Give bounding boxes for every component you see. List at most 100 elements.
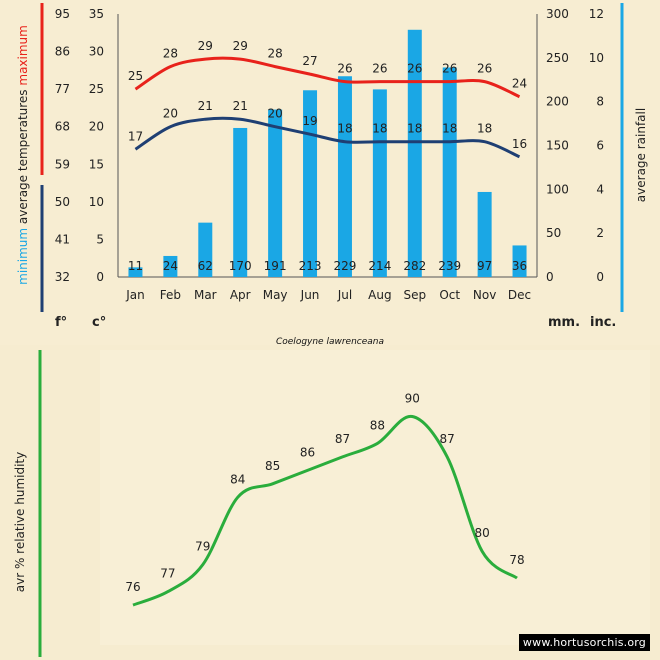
mm-tick-label: 300 bbox=[546, 7, 569, 21]
fahrenheit-tick-label: 77 bbox=[55, 82, 70, 96]
top-chart-background bbox=[0, 0, 660, 345]
inch-tick-label: 8 bbox=[596, 95, 604, 109]
minimum-value-label: 18 bbox=[407, 122, 422, 136]
maximum-value-label: 27 bbox=[302, 54, 317, 68]
mm-tick-label: 50 bbox=[546, 226, 561, 240]
maximum-value-label: 26 bbox=[442, 62, 457, 76]
rainfall-value-label: 229 bbox=[334, 259, 357, 273]
minimum-value-label: 18 bbox=[337, 122, 352, 136]
maximum-value-label: 29 bbox=[233, 39, 248, 53]
month-tick-label: Aug bbox=[368, 288, 391, 302]
celsius-tick-label: 25 bbox=[89, 82, 104, 96]
inch-tick-label: 0 bbox=[596, 270, 604, 284]
month-tick-label: Apr bbox=[230, 288, 251, 302]
celsius-tick-label: 35 bbox=[89, 7, 104, 21]
minimum-value-label: 16 bbox=[512, 137, 527, 151]
rainfall-bar bbox=[442, 67, 457, 277]
month-tick-label: Sep bbox=[403, 288, 426, 302]
humidity-axis-title: avr % relative humidity bbox=[13, 452, 27, 593]
rainfall-value-label: 170 bbox=[229, 259, 252, 273]
rainfall-axis-title: average rainfall bbox=[634, 108, 648, 202]
rainfall-bar bbox=[198, 222, 213, 277]
maximum-temperature-line bbox=[134, 56, 521, 99]
humidity-value-label: 80 bbox=[474, 526, 489, 540]
maximum-value-label: 28 bbox=[267, 47, 282, 61]
mm-tick-label: 0 bbox=[546, 270, 554, 284]
rainfall-bar bbox=[233, 127, 248, 277]
fahrenheit-tick-label: 68 bbox=[55, 120, 70, 134]
celsius-tick-label: 5 bbox=[96, 232, 104, 246]
rainfall-value-label: 24 bbox=[163, 259, 178, 273]
fahrenheit-tick-label: 86 bbox=[55, 45, 70, 59]
minimum-value-label: 20 bbox=[163, 107, 178, 121]
rainfall-value-label: 11 bbox=[128, 259, 143, 273]
rainfall-value-label: 97 bbox=[477, 259, 492, 273]
rainfall-bar bbox=[372, 89, 387, 277]
month-tick-label: Oct bbox=[439, 288, 460, 302]
mm-tick-label: 150 bbox=[546, 139, 569, 153]
maximum-value-label: 26 bbox=[372, 62, 387, 76]
humidity-value-label: 85 bbox=[265, 459, 280, 473]
fahrenheit-unit: f° bbox=[55, 315, 67, 330]
maximum-value-label: 24 bbox=[512, 77, 527, 91]
inch-tick-label: 2 bbox=[596, 226, 604, 240]
humidity-chart: 76 77 79 84 85 86 87 88 90 87 80 78 bbox=[125, 391, 525, 607]
rainfall-bars bbox=[128, 29, 527, 278]
humidity-value-label: 79 bbox=[195, 540, 210, 554]
celsius-tick-label: 15 bbox=[89, 157, 104, 171]
chart-title: Coelogyne lawrenceana bbox=[276, 337, 384, 347]
maximum-label: maximum bbox=[16, 25, 30, 85]
month-tick-label: Mar bbox=[194, 288, 217, 302]
minimum-value-label: 19 bbox=[302, 114, 317, 128]
average-label: average bbox=[16, 175, 30, 224]
maximum-value-label: 26 bbox=[407, 62, 422, 76]
minimum-value-label: 18 bbox=[477, 122, 492, 136]
rainfall-bar bbox=[477, 191, 492, 277]
month-tick-label: Jan bbox=[125, 288, 145, 302]
mm-tick-label: 250 bbox=[546, 51, 569, 65]
humidity-value-label: 78 bbox=[509, 553, 524, 567]
humidity-value-label: 86 bbox=[300, 445, 315, 459]
maximum-value-label: 28 bbox=[163, 47, 178, 61]
celsius-tick-label: 10 bbox=[89, 195, 104, 209]
rainfall-value-label: 36 bbox=[512, 259, 527, 273]
rainfall-bar bbox=[512, 245, 527, 277]
month-tick-label: Nov bbox=[473, 288, 496, 302]
fahrenheit-tick-label: 59 bbox=[55, 157, 70, 171]
fahrenheit-tick-label: 50 bbox=[55, 195, 70, 209]
humidity-value-label: 76 bbox=[125, 580, 140, 594]
mm-unit: mm. bbox=[548, 315, 580, 330]
fahrenheit-tick-label: 41 bbox=[55, 232, 70, 246]
humidity-value-label: 90 bbox=[405, 391, 420, 405]
inch-tick-label: 4 bbox=[596, 182, 604, 196]
maximum-value-label: 25 bbox=[128, 69, 143, 83]
maximum-value-label: 26 bbox=[337, 62, 352, 76]
humidity-value-label: 87 bbox=[335, 432, 350, 446]
minimum-value-label: 21 bbox=[233, 99, 248, 113]
rainfall-bar bbox=[163, 255, 178, 277]
month-tick-label: May bbox=[263, 288, 288, 302]
rainfall-bar bbox=[128, 267, 143, 277]
inch-tick-label: 6 bbox=[596, 139, 604, 153]
month-tick-label: Jun bbox=[300, 288, 320, 302]
celsius-tick-label: 20 bbox=[89, 120, 104, 134]
humidity-value-label: 87 bbox=[440, 432, 455, 446]
temperature-axis-title: minimum average temperatures maximum bbox=[16, 25, 30, 285]
celsius-tick-label: 30 bbox=[89, 45, 104, 59]
inch-unit: inc. bbox=[590, 315, 616, 330]
inch-tick-label: 10 bbox=[589, 51, 604, 65]
minimum-value-label: 17 bbox=[128, 129, 143, 143]
minimum-value-label: 20 bbox=[267, 107, 282, 121]
minimum-label: minimum bbox=[16, 228, 30, 285]
data-labels: 11 24 62 170 191 213 229 214 282 239 97 36 25 28 29 29 2… bbox=[128, 39, 527, 273]
temperature-lines bbox=[134, 56, 521, 159]
maximum-value-label: 29 bbox=[198, 39, 213, 53]
rainfall-value-label: 62 bbox=[198, 259, 213, 273]
rainfall-value-label: 282 bbox=[403, 259, 426, 273]
month-tick-label: Dec bbox=[508, 288, 531, 302]
humidity-value-label: 77 bbox=[160, 567, 175, 581]
celsius-unit: c° bbox=[92, 315, 106, 330]
rainfall-bar bbox=[337, 76, 352, 277]
